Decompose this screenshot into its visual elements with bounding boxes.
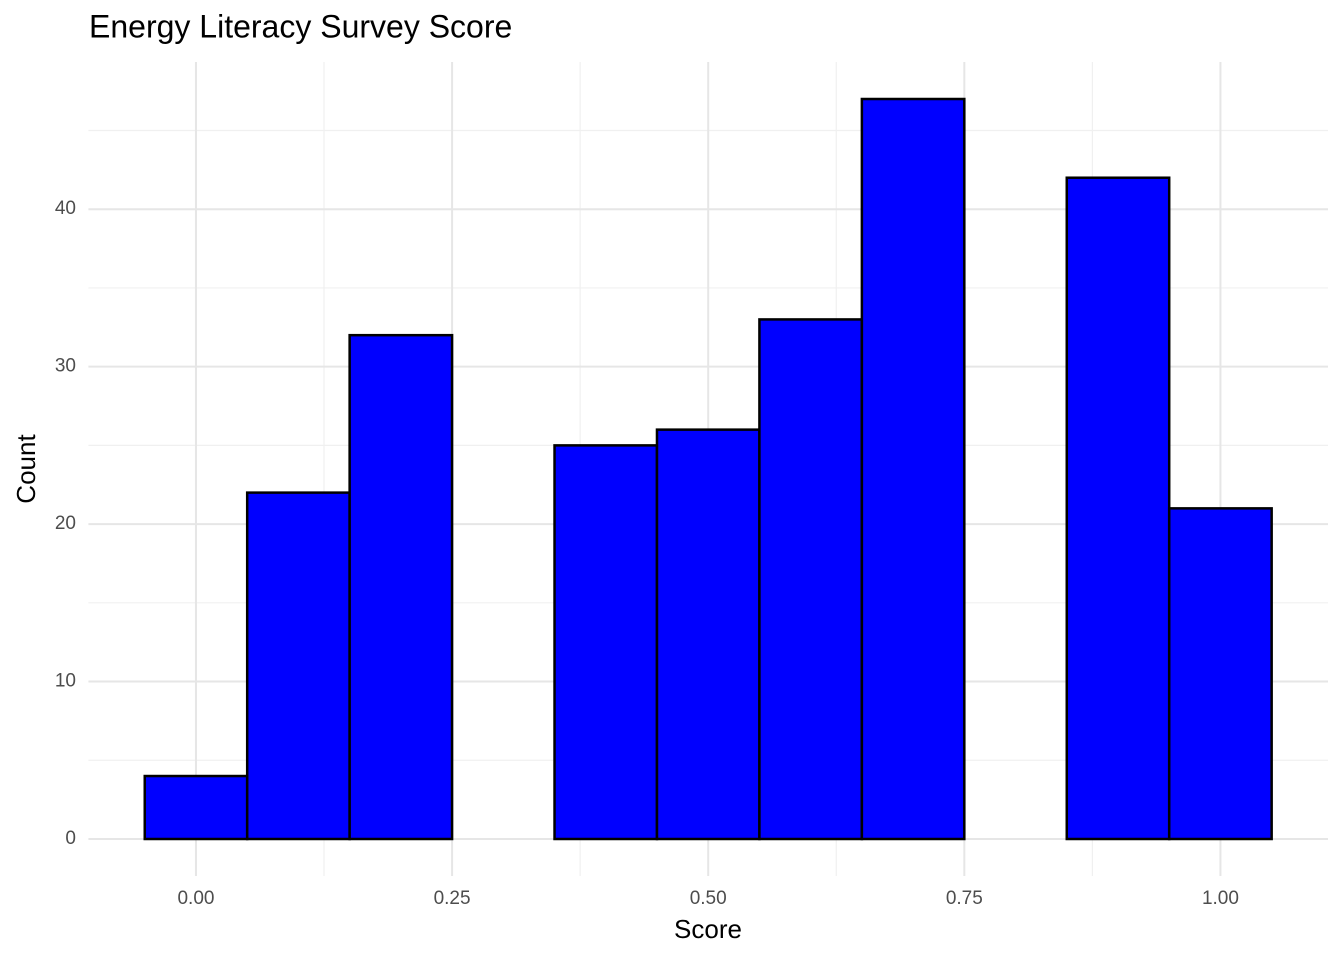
chart-title: Energy Literacy Survey Score [89,8,512,44]
bar [1167,507,1273,841]
x-tick-label: 0.25 [434,888,471,909]
bar [1065,176,1171,841]
bar [758,318,864,841]
x-tick-label: 0.75 [946,888,983,909]
y-tick-label: 30 [55,356,76,377]
y-tick-label: 20 [55,513,76,534]
y-tick-label: 10 [55,671,76,692]
x-tick-label: 0.50 [690,888,727,909]
bar [143,774,249,841]
bar [655,428,761,841]
bar [348,333,454,841]
y-tick-label: 0 [65,828,76,849]
x-tick-label: 0.00 [177,888,214,909]
y-axis-label: Count [11,434,41,504]
bar [245,491,351,841]
x-axis-label: Score [674,914,742,944]
y-tick-label: 40 [55,198,76,219]
x-tick-label: 1.00 [1202,888,1239,909]
bar [860,97,966,841]
bar [553,444,659,841]
